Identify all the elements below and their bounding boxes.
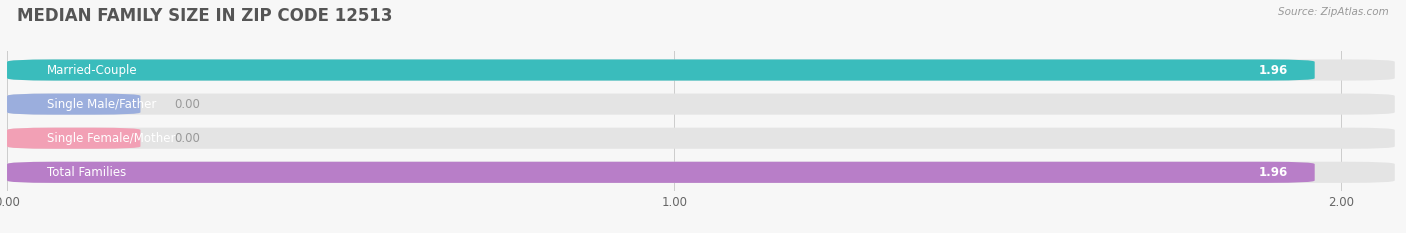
FancyBboxPatch shape: [7, 59, 1395, 81]
Text: 0.00: 0.00: [174, 98, 200, 111]
FancyBboxPatch shape: [7, 59, 1315, 81]
Text: Source: ZipAtlas.com: Source: ZipAtlas.com: [1278, 7, 1389, 17]
Text: Single Male/Father: Single Male/Father: [46, 98, 156, 111]
Text: 1.96: 1.96: [1258, 64, 1288, 76]
Text: MEDIAN FAMILY SIZE IN ZIP CODE 12513: MEDIAN FAMILY SIZE IN ZIP CODE 12513: [17, 7, 392, 25]
FancyBboxPatch shape: [7, 128, 1395, 149]
Text: 0.00: 0.00: [174, 132, 200, 145]
FancyBboxPatch shape: [7, 93, 1395, 115]
Text: Single Female/Mother: Single Female/Mother: [46, 132, 176, 145]
Text: 1.96: 1.96: [1258, 166, 1288, 179]
FancyBboxPatch shape: [7, 128, 141, 149]
FancyBboxPatch shape: [7, 162, 1395, 183]
FancyBboxPatch shape: [7, 162, 1315, 183]
FancyBboxPatch shape: [7, 93, 141, 115]
Text: Married-Couple: Married-Couple: [46, 64, 138, 76]
Text: Total Families: Total Families: [46, 166, 127, 179]
